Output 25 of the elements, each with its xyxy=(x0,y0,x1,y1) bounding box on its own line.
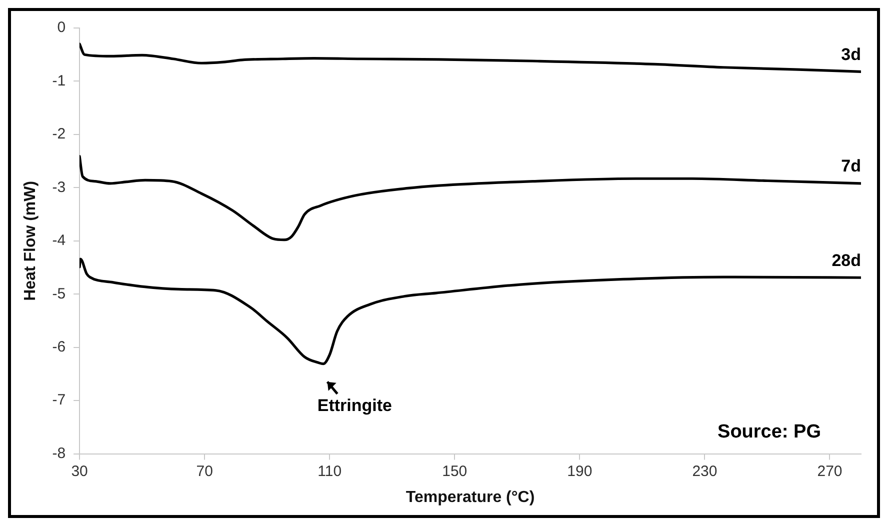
x-tick-label: 150 xyxy=(442,462,468,480)
y-tick-label: -3 xyxy=(52,178,66,196)
line-series xyxy=(80,42,861,73)
x-tick-label: 70 xyxy=(196,462,213,480)
series-label: 28d xyxy=(832,250,861,270)
y-tick-label: -5 xyxy=(52,285,66,302)
y-tick-label: -6 xyxy=(52,338,66,356)
series-label: 7d xyxy=(841,156,861,176)
annotation: Source: PG xyxy=(718,422,821,443)
y-tick-label: -8 xyxy=(52,444,66,462)
x-tick-label: 230 xyxy=(692,462,718,480)
annotation: Ettringite xyxy=(317,396,392,416)
y-tick-label: -1 xyxy=(52,72,66,90)
x-axis-title: Temperature (°C) xyxy=(406,488,535,506)
series-label: 3d xyxy=(841,44,861,64)
x-tick-label: 190 xyxy=(567,462,592,480)
y-axis-title: Heat Flow (mW) xyxy=(22,180,40,301)
y-tick-label: -4 xyxy=(52,232,66,250)
x-tick-label: 270 xyxy=(817,462,842,480)
y-tick-label: -7 xyxy=(52,392,66,409)
line-series xyxy=(80,154,861,242)
y-tick-label: 0 xyxy=(57,19,66,36)
x-tick-label: 30 xyxy=(71,462,88,480)
x-tick-label: 110 xyxy=(318,462,342,480)
y-tick-label: -2 xyxy=(52,126,66,143)
